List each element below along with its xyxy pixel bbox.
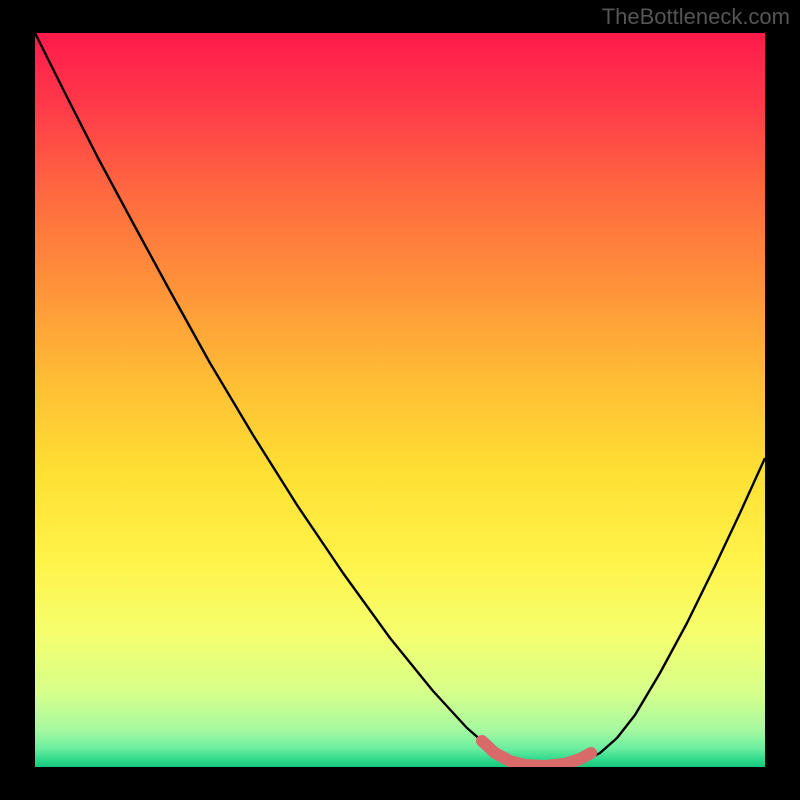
plot-area (35, 33, 765, 767)
plot-svg (35, 33, 765, 767)
gradient-background (35, 33, 765, 767)
watermark-text: TheBottleneck.com (602, 4, 790, 30)
chart-container: TheBottleneck.com (0, 0, 800, 800)
